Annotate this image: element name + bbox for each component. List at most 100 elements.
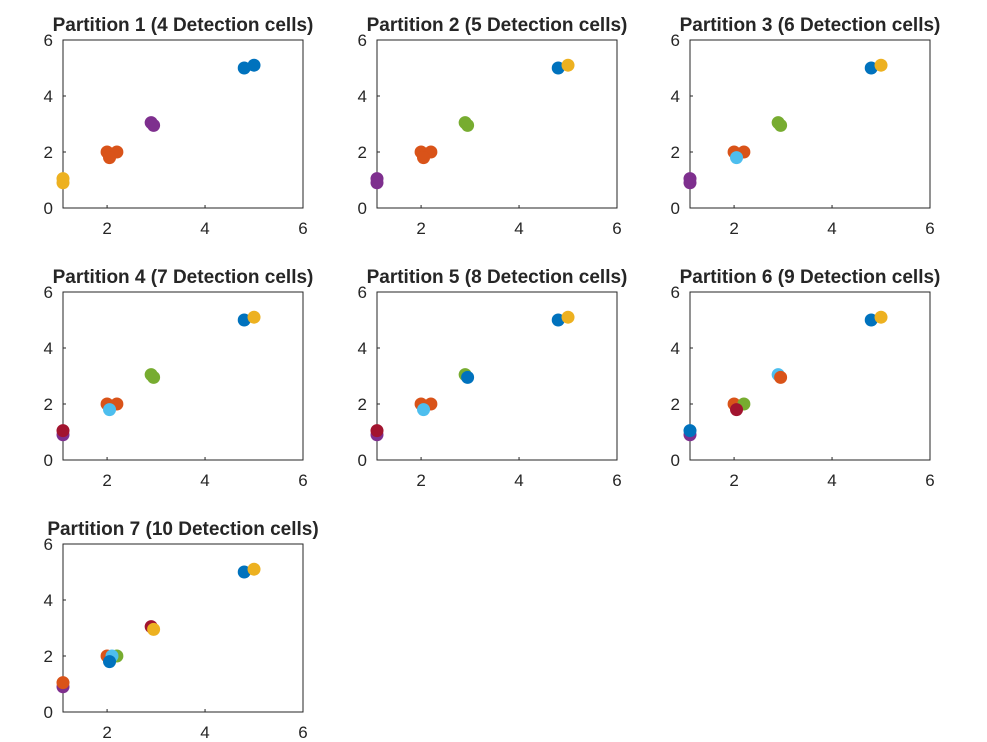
x-tick-label: 4 [827, 219, 836, 238]
y-tick-label: 6 [671, 283, 680, 302]
data-point [56, 676, 70, 690]
subplot-title: Partition 1 (4 Detection cells) [53, 15, 314, 36]
data-point [683, 424, 697, 438]
y-tick-label: 2 [671, 143, 680, 162]
axes-box [376, 291, 618, 461]
y-tick-label: 0 [671, 199, 680, 218]
data-point [417, 151, 431, 165]
data-point [247, 58, 261, 72]
data-point [774, 118, 788, 132]
y-tick-label: 4 [671, 87, 680, 106]
x-tick-label: 2 [729, 219, 738, 238]
y-tick-label: 2 [358, 395, 367, 414]
y-tick-label: 6 [358, 31, 367, 50]
subplot-title: Partition 6 (9 Detection cells) [680, 267, 941, 288]
axes-box [689, 39, 931, 209]
y-tick-label: 0 [44, 199, 53, 218]
x-tick-label: 4 [200, 723, 209, 742]
data-point [774, 370, 788, 384]
x-tick-label: 4 [827, 471, 836, 490]
data-point [103, 655, 117, 669]
data-point [147, 370, 161, 384]
data-point [461, 118, 475, 132]
axes-box [689, 291, 931, 461]
x-tick-label: 6 [612, 471, 621, 490]
axes-box [62, 543, 304, 713]
subplot-title: Partition 3 (6 Detection cells) [680, 15, 941, 36]
x-tick-label: 2 [416, 219, 425, 238]
y-tick-label: 4 [358, 339, 367, 358]
subplot-title: Partition 7 (10 Detection cells) [47, 519, 318, 540]
x-tick-label: 6 [298, 723, 307, 742]
y-tick-label: 0 [44, 703, 53, 722]
y-tick-label: 0 [358, 199, 367, 218]
subplot-title: Partition 2 (5 Detection cells) [367, 15, 628, 36]
data-point [874, 310, 888, 324]
x-tick-label: 6 [298, 219, 307, 238]
data-point [864, 61, 878, 75]
data-point [417, 403, 431, 417]
y-tick-label: 6 [671, 31, 680, 50]
axes-box [62, 291, 304, 461]
data-point [147, 622, 161, 636]
y-tick-label: 4 [358, 87, 367, 106]
y-tick-label: 2 [358, 143, 367, 162]
data-point [370, 176, 384, 190]
y-tick-label: 0 [358, 451, 367, 470]
data-point [461, 370, 475, 384]
data-point [247, 562, 261, 576]
y-tick-label: 4 [671, 339, 680, 358]
y-tick-label: 2 [44, 647, 53, 666]
x-tick-label: 2 [102, 723, 111, 742]
data-point [237, 565, 251, 579]
data-point [247, 310, 261, 324]
y-tick-label: 6 [358, 283, 367, 302]
y-tick-label: 2 [671, 395, 680, 414]
data-point [103, 151, 117, 165]
data-point [561, 310, 575, 324]
y-tick-label: 6 [44, 535, 53, 554]
data-point [874, 58, 888, 72]
y-tick-label: 2 [44, 395, 53, 414]
data-point [730, 403, 744, 417]
x-tick-label: 2 [729, 471, 738, 490]
data-point [56, 424, 70, 438]
data-point [237, 313, 251, 327]
x-tick-label: 6 [612, 219, 621, 238]
y-tick-label: 0 [671, 451, 680, 470]
data-point [730, 151, 744, 165]
subplot-title: Partition 4 (7 Detection cells) [53, 267, 314, 288]
y-tick-label: 4 [44, 591, 53, 610]
y-tick-label: 4 [44, 339, 53, 358]
data-point [103, 403, 117, 417]
data-point [147, 118, 161, 132]
y-tick-label: 2 [44, 143, 53, 162]
x-tick-label: 4 [200, 471, 209, 490]
data-point [551, 61, 565, 75]
x-tick-label: 2 [416, 471, 425, 490]
y-tick-label: 4 [44, 87, 53, 106]
subplot-title: Partition 5 (8 Detection cells) [367, 267, 628, 288]
axes-box [62, 39, 304, 209]
data-point [561, 58, 575, 72]
y-tick-label: 0 [44, 451, 53, 470]
x-tick-label: 4 [514, 219, 523, 238]
x-tick-label: 6 [925, 471, 934, 490]
y-tick-label: 6 [44, 283, 53, 302]
data-point [56, 176, 70, 190]
x-tick-label: 2 [102, 471, 111, 490]
data-point [551, 313, 565, 327]
data-point [683, 176, 697, 190]
x-tick-label: 4 [514, 471, 523, 490]
x-tick-label: 2 [102, 219, 111, 238]
axes-box [376, 39, 618, 209]
data-point [237, 61, 251, 75]
x-tick-label: 4 [200, 219, 209, 238]
